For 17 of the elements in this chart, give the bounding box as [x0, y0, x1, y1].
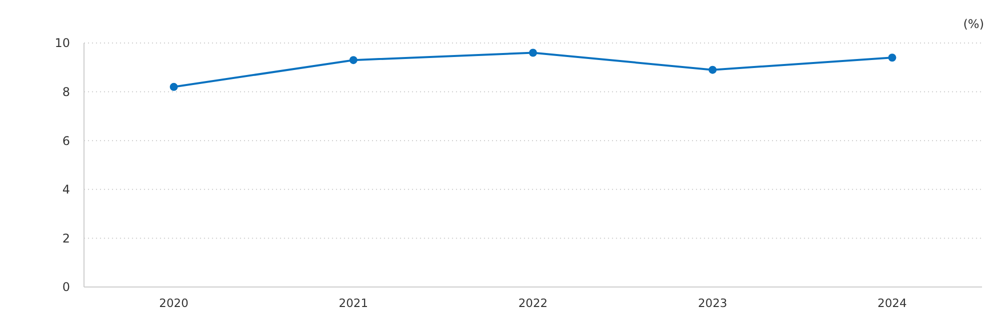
- y-tick-label: 6: [62, 134, 70, 148]
- point: [708, 66, 717, 74]
- point: [349, 56, 358, 64]
- x-tick-label: 2021: [338, 296, 368, 310]
- y-tick-label: 2: [62, 231, 70, 246]
- y-tick-label: 0: [62, 280, 70, 294]
- x-tick-label: 2024: [878, 296, 907, 310]
- point: [170, 82, 178, 91]
- y-tick-label: 8: [62, 85, 70, 99]
- x-tick-label: 2020: [159, 296, 188, 310]
- y-tick-label: 10: [54, 36, 70, 50]
- x-tick-label: 2023: [698, 296, 728, 310]
- y-tick-label: 4: [62, 182, 70, 197]
- point: [888, 54, 896, 62]
- y-axis-title: (%): [963, 17, 984, 31]
- point: [529, 48, 537, 57]
- x-tick-label: 2022: [518, 296, 548, 310]
